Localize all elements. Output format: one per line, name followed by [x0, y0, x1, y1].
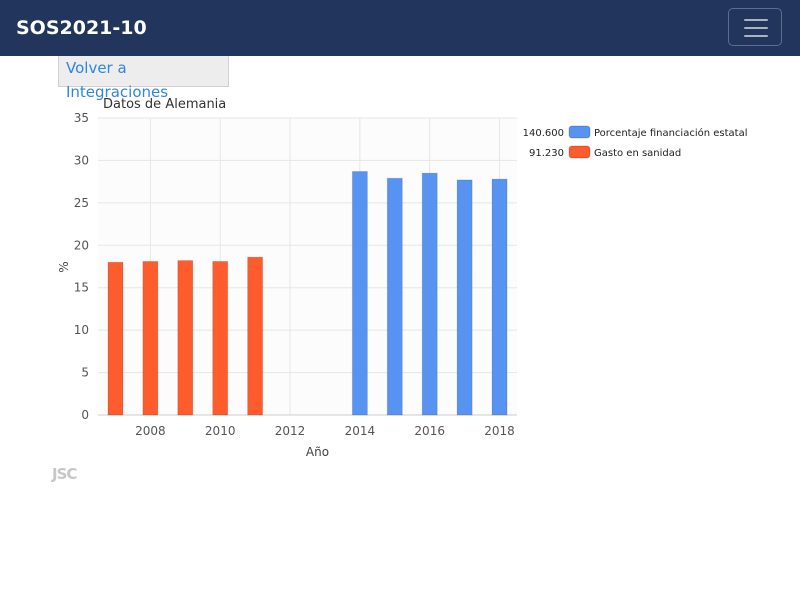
bar — [142, 260, 159, 416]
legend-swatch — [568, 145, 591, 159]
x-tick-label: 2010 — [205, 424, 236, 438]
y-tick-label: 5 — [81, 366, 89, 380]
x-tick-label: 2014 — [345, 424, 376, 438]
x-tick-label: 2008 — [135, 424, 166, 438]
y-tick-label: 30 — [74, 153, 89, 167]
x-tick-label: 2016 — [414, 424, 445, 438]
navbar: SOS2021-10 — [0, 0, 800, 56]
y-tick-label: 15 — [74, 281, 89, 295]
y-tick-label: 20 — [74, 238, 89, 252]
chart-title: Datos de Alemania — [103, 97, 226, 112]
brand-title[interactable]: SOS2021-10 — [16, 17, 147, 39]
y-tick-label: 10 — [74, 323, 89, 337]
bar — [107, 261, 124, 416]
legend-value: 91.230 — [529, 148, 564, 159]
x-tick-label: 2012 — [275, 424, 306, 438]
y-tick-label: 0 — [81, 408, 89, 422]
legend-value: 140.600 — [523, 128, 564, 139]
y-tick-label: 25 — [74, 196, 89, 210]
bar — [386, 177, 403, 416]
x-tick-label: 2018 — [484, 424, 515, 438]
x-axis-label: Año — [306, 445, 329, 459]
bar — [212, 260, 229, 416]
legend-swatch — [568, 125, 591, 139]
bar — [247, 256, 264, 416]
bar — [421, 172, 438, 416]
legend-label: Porcentaje financiación estatal — [594, 127, 748, 139]
back-to-integrations-button[interactable]: Volver a Integraciones — [58, 56, 229, 101]
legend-label: Gasto en sanidad — [594, 148, 681, 159]
bar — [351, 170, 368, 416]
y-tick-label: 35 — [74, 111, 89, 125]
hamburger-menu-icon[interactable] — [728, 8, 782, 46]
plot-area — [98, 118, 517, 415]
jsc-logo: JSC — [52, 465, 77, 483]
bar — [177, 260, 194, 416]
bar — [456, 179, 473, 416]
y-axis-label: % — [57, 261, 71, 272]
bar — [491, 178, 508, 416]
